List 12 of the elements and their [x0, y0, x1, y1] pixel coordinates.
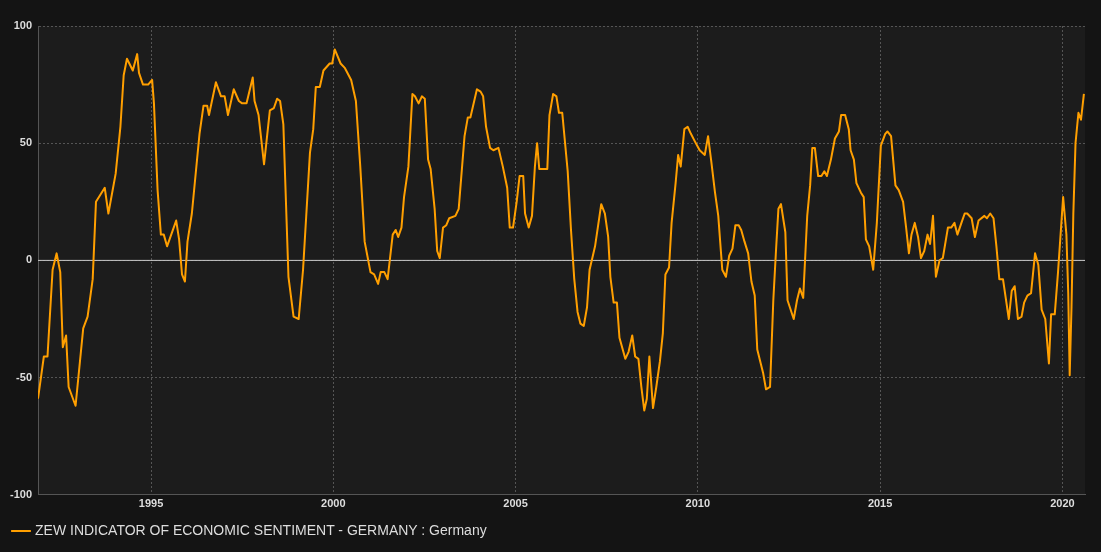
x-tick-label: 2005 — [503, 497, 528, 510]
x-tick-label: 2020 — [1050, 497, 1075, 510]
x-tick-label: 1995 — [138, 497, 164, 510]
y-tick-label: 0 — [25, 253, 33, 266]
y-tick-label: 100 — [13, 19, 33, 32]
y-tick-label: -50 — [16, 370, 33, 383]
y-tick-label: -100 — [9, 487, 33, 500]
legend-label: ZEW INDICATOR OF ECONOMIC SENTIMENT - GERMANY : Germany — [35, 521, 487, 538]
x-tick-label: 2010 — [685, 497, 711, 510]
x-tick-label: 2000 — [321, 497, 346, 510]
y-tick-label: 50 — [19, 136, 33, 149]
x-tick-label: 2015 — [867, 497, 893, 510]
